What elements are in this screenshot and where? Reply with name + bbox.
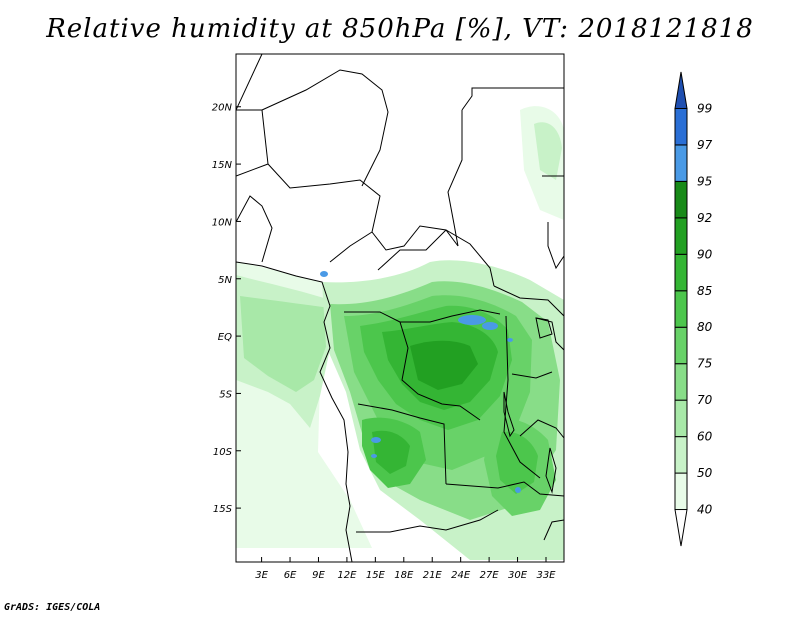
chart-title: Relative humidity at 850hPa [%], VT: 201…	[46, 14, 754, 44]
colorbar: 40 50 60 70 75 80 85 90 92 95 97 99	[674, 71, 713, 547]
colorbar-label: 92	[697, 211, 712, 225]
colorbar-segment	[674, 472, 688, 511]
colorbar-label: 70	[697, 393, 713, 407]
colorbar-label: 85	[697, 284, 712, 298]
border-line	[357, 403, 447, 485]
border-line	[493, 285, 564, 317]
lon-tick-label: 27E	[480, 570, 500, 581]
colorbar-segment	[674, 180, 688, 219]
lon-tick-label: 6E	[284, 570, 297, 581]
border-line	[356, 509, 499, 533]
lat-tick-label: EQ	[218, 332, 232, 343]
humidity-area-congo-92	[410, 340, 478, 390]
lat-tick-label: 10N	[212, 217, 233, 228]
colorbar-label: 97	[697, 138, 713, 152]
border-line	[267, 163, 381, 233]
saturated-spot	[371, 437, 381, 443]
humidity-area-angola-90	[372, 430, 410, 474]
colorbar-label: 80	[697, 320, 713, 334]
lat-tick-label: 5N	[218, 275, 232, 286]
border-line	[344, 311, 481, 421]
border-line	[261, 69, 389, 187]
lon-tick-label: 12E	[337, 570, 357, 581]
border-line	[511, 371, 553, 379]
colorbar-segment	[674, 71, 688, 109]
border-line	[519, 419, 564, 439]
lake-outline	[545, 447, 557, 494]
colorbar-segment	[674, 144, 688, 182]
lake-outline	[535, 317, 553, 339]
lon-tick-label: 24E	[451, 570, 471, 581]
border-line	[329, 231, 373, 263]
lat-tick-label: 15N	[212, 160, 233, 171]
colorbar-segment	[674, 363, 688, 401]
longitude-axis: 3E 6E 9E 12E 15E 18E 21E 24E 27E 30E 33E	[255, 557, 556, 581]
colorbar-segment	[674, 509, 688, 547]
border-line	[236, 54, 263, 111]
colorbar-segment	[674, 290, 688, 328]
border-line	[400, 309, 501, 323]
border-line	[236, 109, 269, 177]
country-borders	[236, 54, 564, 562]
saturated-spot	[458, 315, 486, 325]
map-frame	[235, 53, 565, 563]
colorbar-segment	[674, 399, 688, 438]
border-line	[377, 229, 495, 287]
colorbar-label: 90	[697, 247, 713, 261]
saturated-spot	[482, 322, 498, 330]
saturated-spot	[320, 271, 328, 277]
humidity-area-south-atlantic-40	[236, 400, 350, 512]
grads-credit: GrADS: IGES/COLA	[4, 602, 101, 613]
border-line	[547, 222, 564, 270]
border-line	[543, 519, 564, 541]
lon-tick-label: 21E	[423, 570, 443, 581]
colorbar-segment	[674, 107, 688, 146]
colorbar-label: 60	[697, 430, 713, 444]
saturated-spot	[371, 454, 377, 458]
colorbar-segment	[674, 326, 688, 365]
humidity-area-east-85	[496, 431, 538, 494]
lat-tick-label: 5S	[219, 389, 232, 400]
border-line	[236, 195, 273, 263]
colorbar-label: 50	[697, 466, 713, 480]
lat-tick-label: 20N	[212, 103, 233, 114]
colorbar-label: 40	[697, 503, 713, 517]
lon-tick-label: 15E	[366, 570, 386, 581]
lat-tick-label: 10S	[213, 447, 233, 458]
humidity-area-atlantic-60	[240, 296, 332, 392]
coastline	[236, 261, 353, 562]
lon-tick-label: 3E	[255, 570, 268, 581]
humidity-area-horn-60	[534, 122, 562, 180]
border-line	[447, 110, 463, 247]
border-line	[461, 87, 564, 111]
saturated-spot	[507, 338, 513, 342]
border-line	[371, 225, 459, 251]
border-line	[503, 315, 541, 479]
border-line	[535, 317, 564, 351]
saturated-spot	[515, 487, 521, 493]
lon-tick-label: 18E	[394, 570, 414, 581]
colorbar-segment	[674, 217, 688, 255]
colorbar-label: 95	[697, 174, 712, 188]
lon-tick-label: 33E	[536, 570, 556, 581]
border-line	[445, 481, 564, 497]
colorbar-label: 75	[697, 357, 712, 371]
lat-tick-label: 15S	[213, 504, 233, 515]
lon-tick-label: 30E	[508, 570, 528, 581]
humidity-field	[236, 106, 564, 560]
latitude-axis: 20N 15N 10N 5N EQ 5S 10S 15S	[212, 103, 241, 515]
colorbar-segment	[674, 436, 688, 474]
lon-tick-label: 9E	[312, 570, 325, 581]
colorbar-segment	[674, 253, 688, 292]
colorbar-label: 99	[697, 101, 712, 115]
lake-outline	[503, 391, 515, 438]
